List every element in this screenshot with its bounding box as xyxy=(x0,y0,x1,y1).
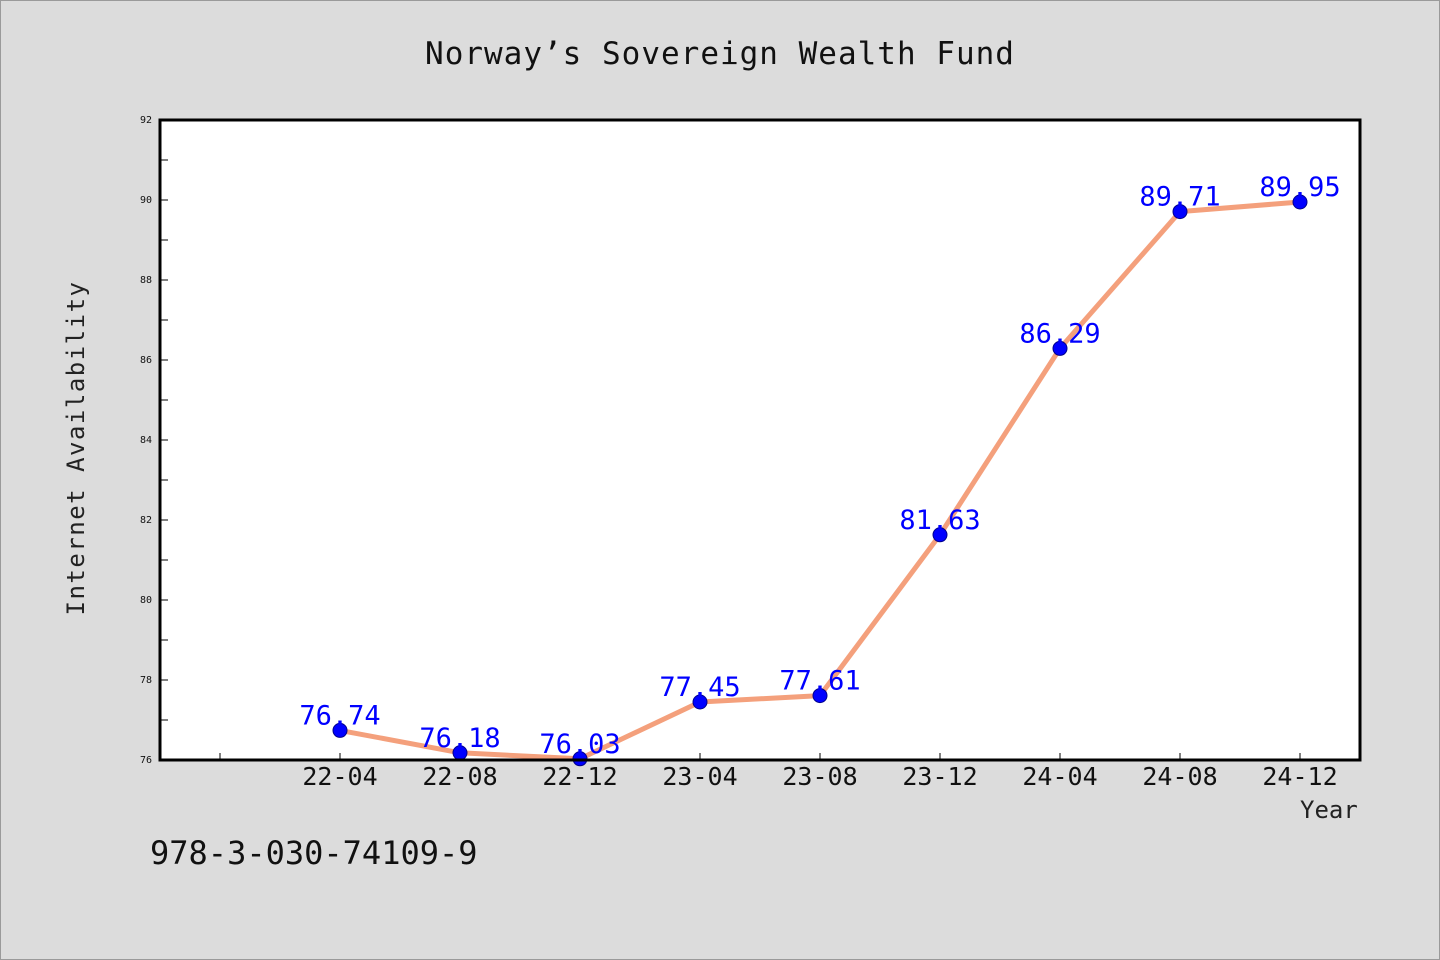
data-point xyxy=(812,688,828,704)
data-label: 89.71 xyxy=(1139,182,1220,213)
data-point xyxy=(1052,340,1068,356)
y-tick-label: 90 xyxy=(140,195,152,206)
x-tick-label: 24-12 xyxy=(1262,762,1337,791)
data-point xyxy=(1292,194,1308,210)
data-point xyxy=(932,527,948,543)
x-tick-label: 22-12 xyxy=(542,762,617,791)
plot-border xyxy=(158,118,1362,762)
y-tick-label: 82 xyxy=(140,515,152,526)
y-tick-label: 88 xyxy=(140,275,152,286)
x-tick-label: 23-04 xyxy=(662,762,737,791)
data-label: 76.74 xyxy=(299,700,380,731)
x-tick-label: 24-08 xyxy=(1142,762,1217,791)
data-label: 77.45 xyxy=(659,672,740,703)
data-point xyxy=(1172,204,1188,220)
y-tick-label: 86 xyxy=(140,355,152,366)
isbn-annotation: 978-3-030-74109-9 xyxy=(150,834,478,872)
data-label: 81.63 xyxy=(899,505,980,536)
y-tick-label: 78 xyxy=(140,675,152,686)
x-tick-label: 24-04 xyxy=(1022,762,1097,791)
y-tick-label: 84 xyxy=(140,435,152,446)
data-label: 76.03 xyxy=(539,729,620,760)
data-point xyxy=(692,694,708,710)
data-label: 89.95 xyxy=(1259,172,1340,203)
y-tick-label: 80 xyxy=(140,595,152,606)
x-tick-label: 23-08 xyxy=(782,762,857,791)
data-label: 86.29 xyxy=(1019,318,1100,349)
plot-area xyxy=(160,120,1360,760)
data-labels: 76.74 76.18 76.03 77.45 77.61 81.63 86.29 89.71… xyxy=(299,172,1340,760)
x-axis-label: Year xyxy=(1300,796,1358,824)
data-markers xyxy=(332,194,1308,767)
x-tick-label: 23-12 xyxy=(902,762,977,791)
x-tick-label: 22-08 xyxy=(422,762,497,791)
data-label: 77.61 xyxy=(779,666,860,697)
x-axis-ticks: 22-04 22-08 22-12 23-04 23-08 23-12 24-04 24-08… xyxy=(219,753,1338,791)
chart-title: Norway’s Sovereign Wealth Fund xyxy=(425,36,1015,72)
data-label: 76.18 xyxy=(419,723,500,754)
data-point xyxy=(332,722,348,738)
x-tick-label: 22-04 xyxy=(302,762,377,791)
y-tick-label: 76 xyxy=(140,755,152,766)
y-tick-label: 92 xyxy=(140,115,152,126)
